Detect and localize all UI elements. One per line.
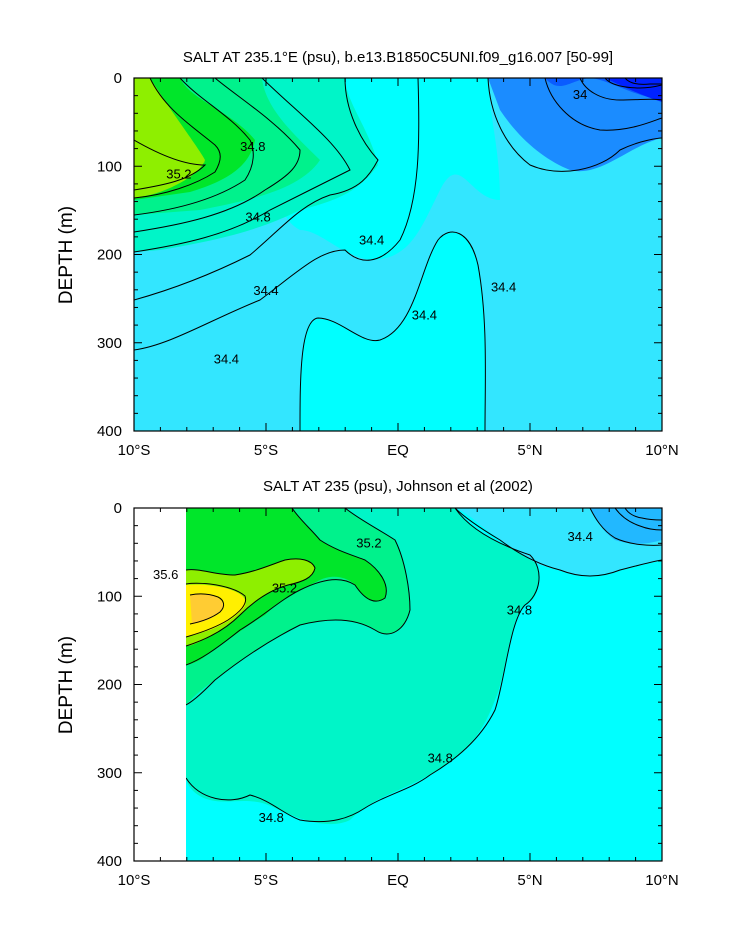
- top-region-35.6: [134, 78, 205, 198]
- top-contour-line: [624, 78, 662, 85]
- bottom-contour-line: [614, 508, 662, 531]
- top-y-tick-label: 200: [97, 247, 122, 264]
- bottom-y-tick-label: 100: [97, 588, 122, 605]
- top-contour-line: [134, 78, 254, 216]
- bottom-contour-label: 34.4: [568, 529, 593, 544]
- top-contour-line: [604, 78, 662, 89]
- top-y-axis-label: DEPTH (m): [56, 206, 77, 304]
- bottom-contour-label: 34.8: [259, 810, 284, 825]
- top-y-tick-label: 400: [97, 423, 122, 440]
- top-contour-line: [299, 231, 486, 431]
- bottom-contour-label: 35.2: [272, 580, 297, 595]
- top-contour-label: 34.8: [245, 210, 270, 225]
- bottom-x-tick-label: 5°S: [254, 872, 278, 889]
- top-y-tick-label: 100: [97, 158, 122, 175]
- bottom-contour-line: [186, 582, 247, 638]
- top-contour-line: [134, 78, 379, 301]
- top-contour-label: 34.4: [491, 279, 516, 294]
- top-contour-label: 34.4: [214, 352, 239, 367]
- top-contour-line: [134, 78, 221, 199]
- bottom-region-35.2: [186, 508, 387, 665]
- top-contour-label: 34.4: [359, 232, 384, 247]
- bottom-y-tick-label: 0: [114, 500, 122, 517]
- top-contour-line: [579, 78, 662, 101]
- bottom-contour-line: [624, 508, 662, 521]
- bottom-contour-label: 34.8: [507, 602, 532, 617]
- bottom-contour-labels: 35.6 35.2 35.2 34.8 34.8 34.8 34.4: [153, 529, 593, 825]
- bottom-contour-label: 34.8: [428, 751, 453, 766]
- bottom-contour-line: [186, 558, 316, 647]
- bottom-x-tick-label: 10°S: [118, 872, 151, 889]
- bottom-ticks: 10°S 5°S EQ 5°N 10°N 0 100 200 300 400: [97, 500, 679, 889]
- bottom-x-tick-label: EQ: [387, 872, 409, 889]
- bottom-contour-lines: [186, 508, 662, 823]
- top-x-tick-label: 10°S: [118, 442, 151, 459]
- bottom-contour-line: [186, 508, 411, 706]
- top-x-tick-label: 5°S: [254, 442, 278, 459]
- bottom-contour-line: [189, 593, 225, 625]
- top-contour-label: 34.8: [240, 139, 265, 154]
- bottom-region-36.0: [190, 593, 223, 624]
- bottom-contour-line: [186, 508, 540, 823]
- top-contour-line: [134, 78, 420, 351]
- top-contour-labels: 34.8 35.2 34.8 34.4 34.4 34.4 34.4 34.4 34: [166, 87, 587, 367]
- top-y-tick-label: 0: [114, 70, 122, 87]
- top-y-tick-label: 300: [97, 335, 122, 352]
- bottom-plot-fill: [186, 508, 662, 861]
- bottom-region-33.8: [590, 508, 662, 544]
- top-panel: SALT AT 235.1°E (psu), b.e13.B1850C5UNI.…: [56, 49, 679, 459]
- top-region-34.0: [488, 78, 662, 172]
- top-contour-line: [134, 78, 301, 233]
- bottom-y-axis-label: DEPTH (m): [56, 636, 77, 734]
- bottom-y-tick-label: 400: [97, 853, 122, 870]
- top-contour-label: 35.2: [166, 166, 191, 181]
- bottom-panel: SALT AT 235 (psu), Johnson et al (2002): [56, 478, 679, 889]
- bottom-contour-label: 35.6: [153, 567, 178, 582]
- bottom-no-data-area: [134, 508, 186, 861]
- top-contour-lines: [134, 78, 662, 431]
- top-plot-fill: [134, 78, 662, 431]
- bottom-contour-label: 35.2: [356, 535, 381, 550]
- top-x-tick-label: EQ: [387, 442, 409, 459]
- top-contour-line: [134, 78, 351, 253]
- top-contour-label: 34: [573, 87, 587, 102]
- top-x-tick-label: 5°N: [517, 442, 542, 459]
- top-x-tick-label: 10°N: [645, 442, 679, 459]
- top-contour-line: [544, 78, 662, 131]
- bottom-panel-title: SALT AT 235 (psu), Johnson et al (2002): [263, 478, 533, 495]
- top-contour-label: 34.4: [412, 308, 437, 323]
- top-ticks: 10°S 5°S EQ 5°N 10°N 0 100 200 300 400: [97, 70, 679, 459]
- bottom-contour-line: [454, 508, 662, 577]
- bottom-y-tick-label: 200: [97, 677, 122, 694]
- bottom-x-tick-label: 5°N: [517, 872, 542, 889]
- bottom-contour-line: [589, 508, 662, 546]
- top-contour-line: [487, 78, 662, 172]
- top-contour-line: [134, 139, 207, 191]
- top-panel-title: SALT AT 235.1°E (psu), b.e13.B1850C5UNI.…: [183, 49, 613, 66]
- top-contour-label: 34.4: [253, 283, 278, 298]
- bottom-contour-line: [186, 508, 387, 666]
- bottom-x-tick-label: 10°N: [645, 872, 679, 889]
- bottom-y-tick-label: 300: [97, 765, 122, 782]
